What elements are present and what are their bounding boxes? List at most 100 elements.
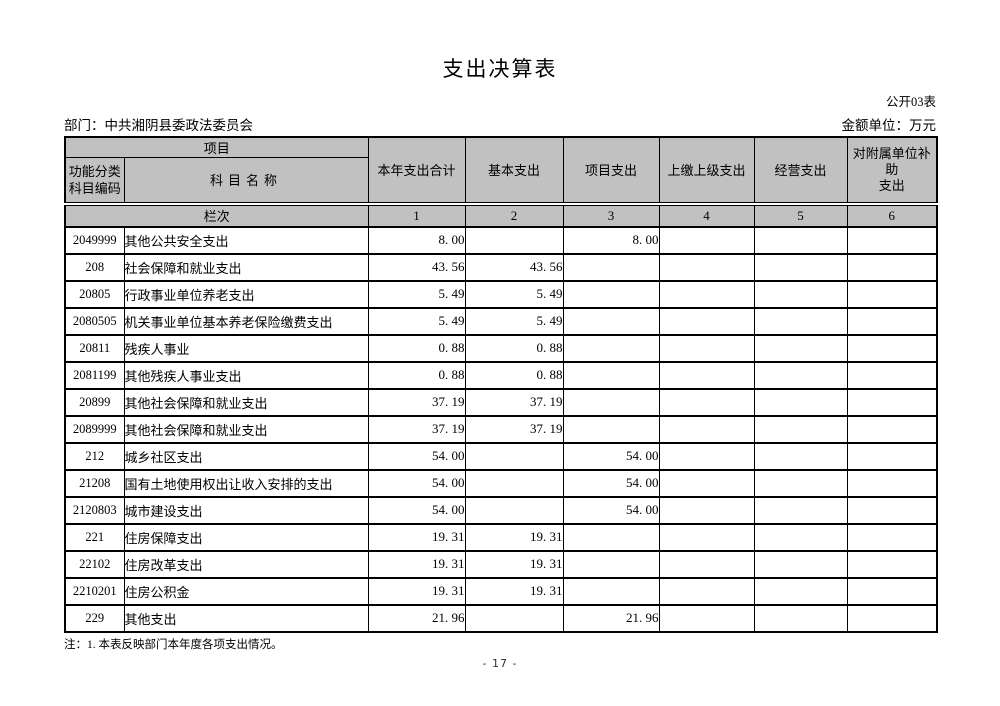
cell-total-this-year: 19. 31 <box>367 522 466 552</box>
table-row: 2120803 城市建设支出 54. 00 54. 00 <box>64 495 938 525</box>
cell-operating <box>753 306 848 336</box>
cell-upper-level <box>658 576 755 606</box>
cell-subsidy <box>846 333 938 363</box>
table-row: 2049999 其他公共安全支出 8. 00 8. 00 <box>64 225 938 255</box>
lanci-label: 栏次 <box>64 201 369 227</box>
header-col-total-this-year: 本年支出合计 <box>367 136 466 204</box>
cell-operating <box>753 387 848 417</box>
page-title: 支出决算表 <box>442 57 558 81</box>
cell-total-this-year: 54. 00 <box>367 468 466 498</box>
cell-upper-level <box>658 225 755 255</box>
cell-subject-name: 住房保障支出 <box>123 522 369 552</box>
cell-function-code: 221 <box>64 522 125 552</box>
cell-operating <box>753 225 848 255</box>
cell-basic-expenditure: 5. 49 <box>464 279 564 309</box>
cell-operating <box>753 441 848 471</box>
header-col-project-expenditure: 项目支出 <box>562 136 660 204</box>
cell-basic-expenditure: 19. 31 <box>464 522 564 552</box>
cell-upper-level <box>658 387 755 417</box>
table-row: 2080505 机关事业单位基本养老保险缴费支出 5. 49 5. 49 <box>64 306 938 336</box>
cell-function-code: 20811 <box>64 333 125 363</box>
cell-upper-level <box>658 495 755 525</box>
department-label: 部门：中共湘阴县委政法委员会 <box>64 118 253 133</box>
header-row-labels: 功能分类 科目编码 科目名称 <box>64 157 937 204</box>
cell-upper-level <box>658 549 755 579</box>
cell-project-expenditure <box>562 333 660 363</box>
lanci-col-4: 4 <box>658 201 755 227</box>
cell-operating <box>753 495 848 525</box>
cell-subject-name: 其他公共安全支出 <box>123 225 369 255</box>
cell-operating <box>753 576 848 606</box>
cell-subsidy <box>846 522 938 552</box>
table-row: 21208 国有土地使用权出让收入安排的支出 54. 00 54. 00 <box>64 468 938 498</box>
cell-function-code: 20899 <box>64 387 125 417</box>
table-row: 208 社会保障和就业支出 43. 56 43. 56 <box>64 252 938 282</box>
cell-basic-expenditure: 37. 19 <box>464 414 564 444</box>
page-number: - 17 - <box>482 656 518 670</box>
cell-operating <box>753 549 848 579</box>
cell-upper-level <box>658 522 755 552</box>
table-body: 2049999 其他公共安全支出 8. 00 8. 00 208 社会保障和就业支出 43.… <box>64 225 938 633</box>
cell-basic-expenditure: 19. 31 <box>464 549 564 579</box>
cell-operating <box>753 279 848 309</box>
cell-subject-name: 残疾人事业 <box>123 333 369 363</box>
cell-project-expenditure <box>562 279 660 309</box>
cell-subject-name: 其他社会保障和就业支出 <box>123 387 369 417</box>
cell-project-expenditure <box>562 387 660 417</box>
cell-subject-name: 住房公积金 <box>123 576 369 606</box>
table-row: 20811 残疾人事业 0. 88 0. 88 <box>64 333 938 363</box>
cell-basic-expenditure <box>464 225 564 255</box>
cell-subsidy <box>846 387 938 417</box>
cell-upper-level <box>658 333 755 363</box>
cell-total-this-year: 0. 88 <box>367 360 466 390</box>
lanci-col-1: 1 <box>367 201 466 227</box>
cell-subsidy <box>846 414 938 444</box>
cell-subsidy <box>846 360 938 390</box>
cell-basic-expenditure: 43. 56 <box>464 252 564 282</box>
lanci-col-2: 2 <box>464 201 564 227</box>
cell-subject-name: 其他残疾人事业支出 <box>123 360 369 390</box>
cell-function-code: 208 <box>64 252 125 282</box>
cell-subject-name: 其他社会保障和就业支出 <box>123 414 369 444</box>
table-row: 20805 行政事业单位养老支出 5. 49 5. 49 <box>64 279 938 309</box>
cell-project-expenditure <box>562 576 660 606</box>
cell-total-this-year: 37. 19 <box>367 414 466 444</box>
cell-project-expenditure <box>562 549 660 579</box>
cell-subject-name: 机关事业单位基本养老保险缴费支出 <box>123 306 369 336</box>
cell-total-this-year: 54. 00 <box>367 495 466 525</box>
cell-project-expenditure: 21. 96 <box>562 603 660 633</box>
cell-upper-level <box>658 603 755 633</box>
cell-operating <box>753 603 848 633</box>
cell-total-this-year: 19. 31 <box>367 576 466 606</box>
cell-subsidy <box>846 225 938 255</box>
cell-subsidy <box>846 306 938 336</box>
cell-upper-level <box>658 414 755 444</box>
cell-function-code: 2089999 <box>64 414 125 444</box>
cell-total-this-year: 19. 31 <box>367 549 466 579</box>
cell-project-expenditure <box>562 522 660 552</box>
cell-subsidy <box>846 603 938 633</box>
cell-subsidy <box>846 549 938 579</box>
cell-basic-expenditure: 19. 31 <box>464 576 564 606</box>
cell-subject-name: 社会保障和就业支出 <box>123 252 369 282</box>
cell-subsidy <box>846 495 938 525</box>
cell-function-code: 2120803 <box>64 495 125 525</box>
cell-subsidy <box>846 468 938 498</box>
header-row-project: 项目 本年支出合计 基本支出 项目支出 上缴上级支出 经营支出 对附属单位补助 … <box>64 136 938 204</box>
cell-subject-name: 行政事业单位养老支出 <box>123 279 369 309</box>
cell-subsidy <box>846 252 938 282</box>
cell-upper-level <box>658 279 755 309</box>
cell-function-code: 2080505 <box>64 306 125 336</box>
cell-subject-name: 城乡社区支出 <box>123 441 369 471</box>
lanci-col-6: 6 <box>846 201 938 227</box>
cell-project-expenditure: 8. 00 <box>562 225 660 255</box>
cell-project-expenditure <box>562 414 660 444</box>
header-row-lanci: 栏次 1 2 3 4 5 6 <box>64 201 938 227</box>
expenditure-table: 项目 本年支出合计 基本支出 项目支出 上缴上级支出 经营支出 对附属单位补助 … <box>64 136 939 633</box>
cell-project-expenditure <box>562 252 660 282</box>
cell-total-this-year: 21. 96 <box>367 603 466 633</box>
cell-project-expenditure <box>562 360 660 390</box>
table-row: 2089999 其他社会保障和就业支出 37. 19 37. 19 <box>64 414 938 444</box>
header-col-operating: 经营支出 <box>753 136 848 204</box>
